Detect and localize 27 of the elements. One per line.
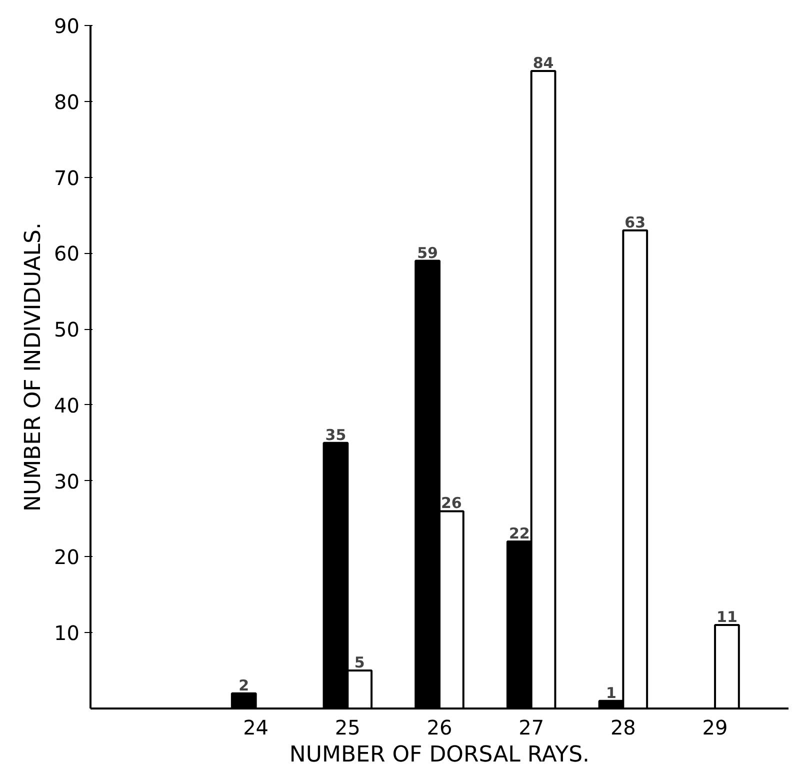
data-label: 84 [532, 54, 554, 72]
x-tick-label: 24 [243, 716, 269, 740]
y-tick-label: 20 [54, 545, 80, 570]
y-axis-title: NUMBER OF INDIVIDUALS. [21, 222, 46, 512]
data-label: 1 [606, 684, 616, 702]
y-tick-label: 30 [54, 469, 80, 494]
data-label: 2 [238, 676, 250, 694]
y-tick-label: 80 [54, 90, 80, 114]
y-tick-label: 60 [54, 242, 80, 266]
data-label: 35 [325, 426, 346, 444]
data-label: 59 [417, 244, 438, 262]
data-label: 11 [716, 608, 738, 626]
x-tick-label: 27 [518, 716, 544, 740]
x-tick-label: 29 [702, 716, 728, 740]
y-tick-label: 70 [54, 166, 80, 190]
y-tick-label: 40 [54, 393, 80, 418]
x-tick-label: 25 [334, 716, 360, 740]
x-axis-title: NUMBER OF DORSAL RAYS. [289, 742, 590, 768]
data-label: 5 [354, 654, 365, 672]
y-tick-label: 10 [54, 621, 80, 646]
data-label: 22 [508, 524, 530, 543]
y-tick-label: 50 [54, 318, 80, 342]
x-tick-label: 28 [610, 716, 636, 740]
x-tick-label: 26 [426, 716, 452, 740]
data-label: 63 [624, 213, 646, 232]
y-tick-label: 90 [54, 14, 80, 38]
data-label: 26 [441, 494, 462, 512]
